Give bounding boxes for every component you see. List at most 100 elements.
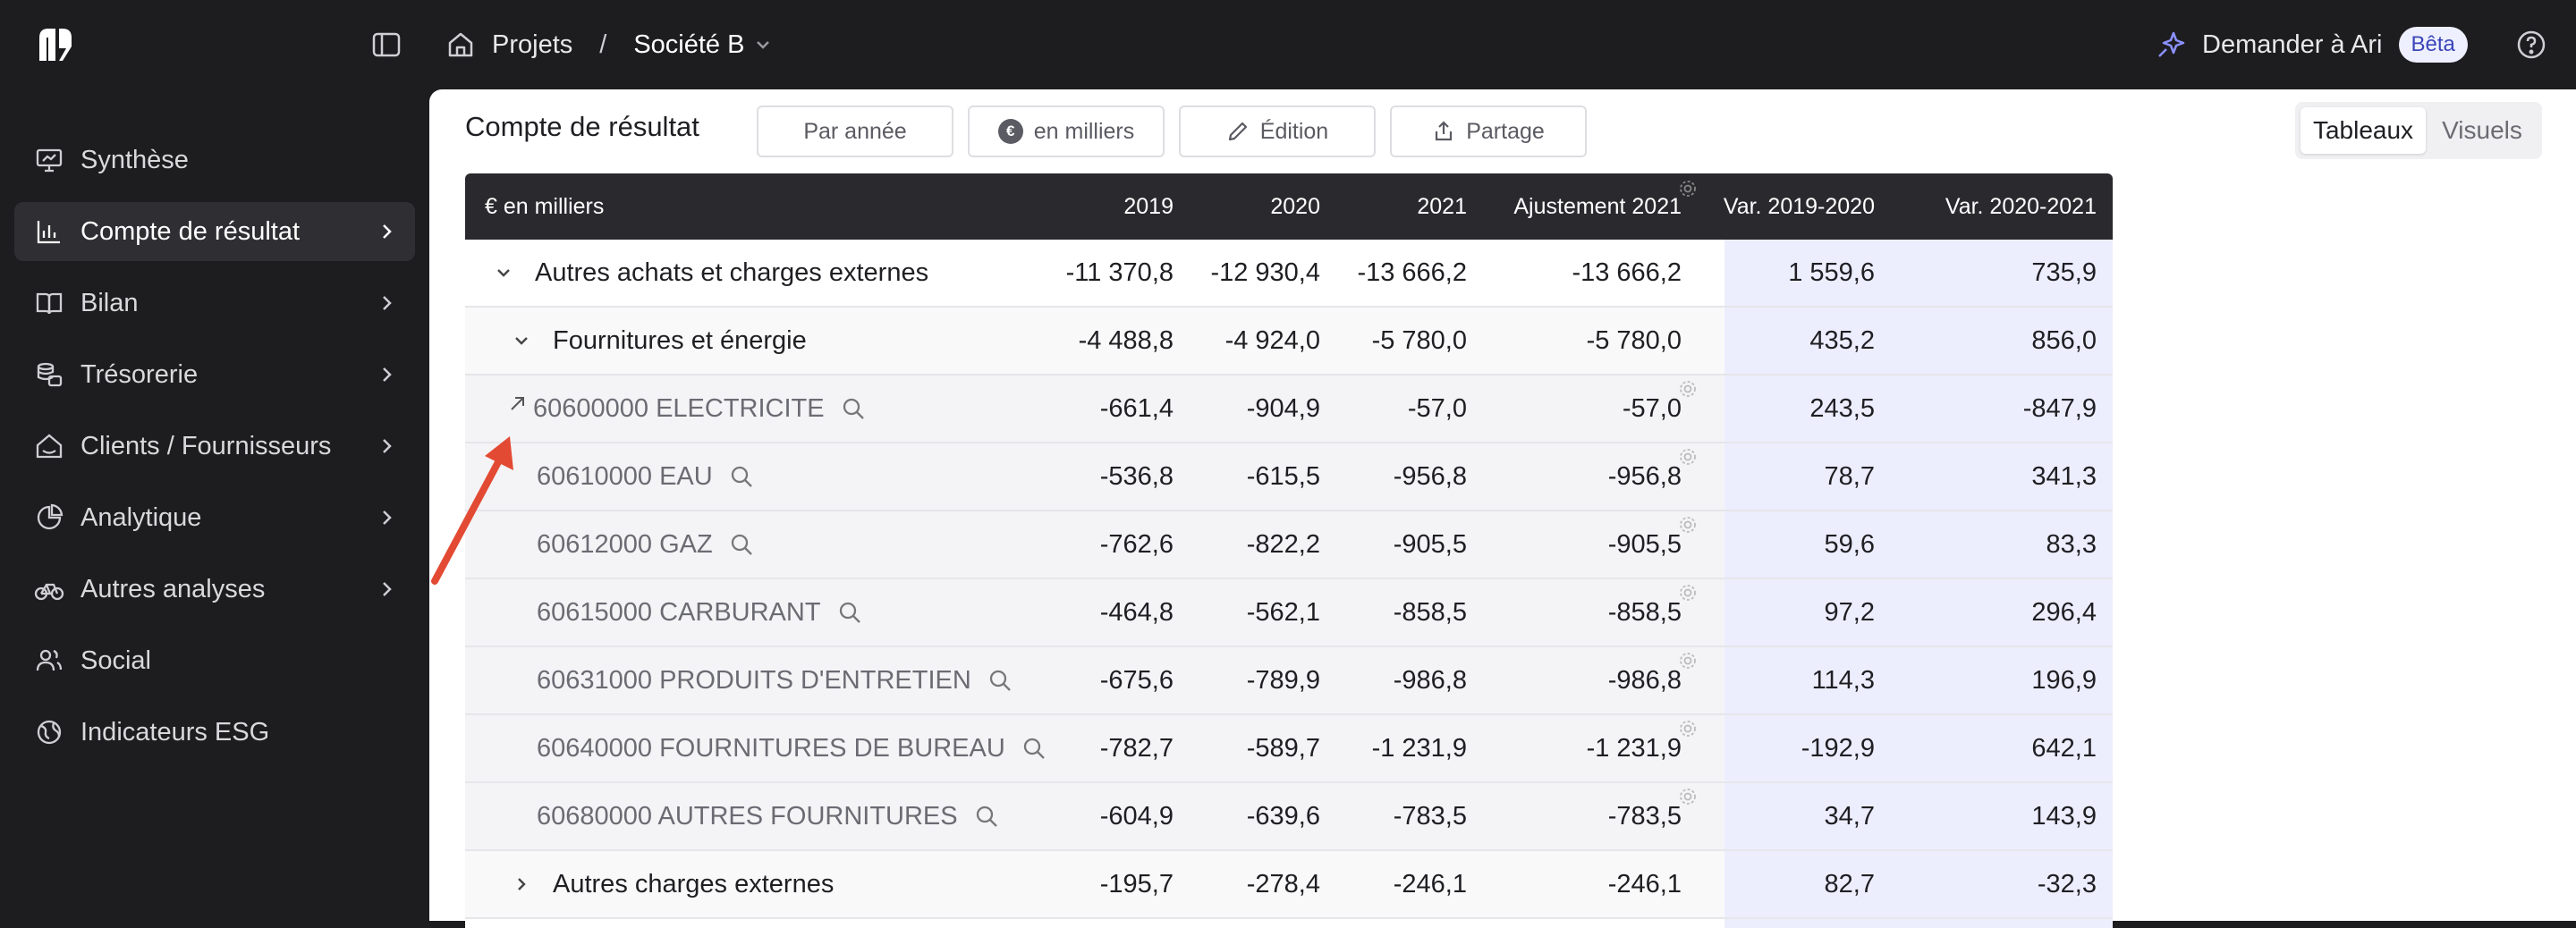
column-header[interactable]: Ajustement 2021	[1513, 193, 1682, 219]
cell-2021: -905,5	[1393, 529, 1467, 559]
arrow-up-right-icon[interactable]	[506, 392, 530, 415]
gear-icon[interactable]	[1678, 787, 1698, 806]
row-label-text: Autres achats et charges externes	[535, 257, 929, 287]
cell-adjustment-2021[interactable]: -5 780,0	[1586, 325, 1682, 355]
row-label-text: 60610000 EAU	[537, 461, 713, 491]
units-button[interactable]: € en milliers	[968, 105, 1165, 157]
ask-ari-button[interactable]: Demander à Ari Bêta	[2156, 0, 2468, 89]
tab-tableaux[interactable]: Tableaux	[2301, 107, 2426, 154]
table-row[interactable]: 60612000 GAZ -762,6 -822,2 -905,5 -905,5…	[465, 511, 2113, 579]
chevron-right-icon[interactable]	[510, 873, 533, 896]
cell-adjustment-2021[interactable]: -57,0	[1622, 393, 1682, 423]
chevron-right-icon	[383, 582, 392, 596]
home-icon[interactable]	[445, 30, 476, 60]
chevron-down-icon[interactable]	[753, 35, 773, 55]
search-icon[interactable]	[1021, 736, 1046, 761]
search-icon[interactable]	[729, 464, 754, 489]
column-header[interactable]: Var. 2019-2020	[1723, 193, 1875, 219]
toolbar: Compte de résultat Par année € en millie…	[429, 89, 2576, 172]
bicycle-icon	[34, 583, 64, 601]
cell-adjustment-2021[interactable]: -246,1	[1607, 869, 1682, 898]
table-row[interactable]: 60631000 PRODUITS D'ENTRETIEN -675,6 -78…	[465, 647, 2113, 715]
cell-2019: -11 370,8	[1065, 257, 1174, 287]
row-label-text: 60615000 CARBURANT	[537, 597, 821, 627]
per-year-button[interactable]: Par année	[757, 105, 953, 157]
table-row[interactable]: 60640000 FOURNITURES DE BUREAU -782,7 -5…	[465, 715, 2113, 783]
gear-icon[interactable]	[1678, 583, 1698, 603]
cell-2021: -246,1	[1393, 869, 1467, 898]
table-row[interactable]: 60600000 ELECTRICITE -661,4 -904,9 -57,0…	[465, 375, 2113, 443]
cell-2021: -986,8	[1393, 665, 1467, 695]
cell-2019: -762,6	[1099, 529, 1174, 559]
sidebar-toggle-icon[interactable]	[370, 29, 402, 61]
sidebar-item-label: Social	[80, 645, 151, 675]
cell-2021: -5 780,0	[1371, 325, 1467, 355]
table-row[interactable]: Fournitures et énergie -4 488,8 -4 924,0…	[465, 308, 2113, 375]
tab-visuels[interactable]: Visuels	[2442, 116, 2522, 144]
sidebar-item-indicateurs-esg[interactable]: Indicateurs ESG	[14, 703, 415, 762]
sidebar-item-label: Clients / Fournisseurs	[80, 431, 332, 460]
help-icon[interactable]	[2515, 29, 2547, 61]
sidebar-item-analytique[interactable]: Analytique	[14, 488, 415, 547]
breadcrumb-company[interactable]: Société B	[633, 30, 745, 59]
table-row[interactable]: 60610000 EAU -536,8 -615,5 -956,8 -956,8…	[465, 443, 2113, 511]
gear-icon[interactable]	[1678, 515, 1698, 535]
search-icon[interactable]	[729, 532, 754, 557]
row-label-text: Autres charges externes	[553, 869, 835, 898]
table-row[interactable]: 60680000 AUTRES FOURNITURES -604,9 -639,…	[465, 783, 2113, 851]
cell-adjustment-2021[interactable]: -986,8	[1607, 665, 1682, 695]
chevron-down-icon[interactable]	[510, 329, 533, 352]
share-button[interactable]: Partage	[1390, 105, 1587, 157]
gear-icon[interactable]	[1678, 179, 1698, 198]
column-header[interactable]: 2019	[1123, 193, 1174, 219]
sidebar-item-compte-de-resultat[interactable]: Compte de résultat	[14, 202, 415, 261]
search-icon[interactable]	[987, 668, 1013, 693]
cell-adjustment-2021[interactable]: -905,5	[1607, 529, 1682, 559]
column-header[interactable]: 2020	[1270, 193, 1320, 219]
sidebar-item-autres-analyses[interactable]: Autres analyses	[14, 560, 415, 619]
cell-2019: -536,8	[1099, 461, 1174, 491]
gear-icon[interactable]	[1678, 379, 1698, 399]
cell-adjustment-2021[interactable]: -1 231,9	[1586, 733, 1682, 763]
search-icon[interactable]	[974, 804, 999, 829]
cell-adjustment-2021[interactable]: -956,8	[1607, 461, 1682, 491]
search-icon[interactable]	[841, 396, 866, 421]
chevron-down-icon[interactable]	[492, 261, 515, 284]
gear-icon[interactable]	[1678, 447, 1698, 467]
top-bar: Projets / Société B Demander à Ari Bêta	[0, 0, 2576, 89]
row-label: 60615000 CARBURANT	[537, 579, 1046, 645]
edition-label: Édition	[1259, 118, 1329, 144]
chevron-right-icon	[383, 367, 392, 382]
search-icon[interactable]	[837, 600, 862, 625]
cell-adjustment-2021[interactable]: -858,5	[1607, 597, 1682, 627]
sidebar: Synthèse Compte de résultat Bilan Trésor…	[0, 89, 429, 921]
cell-adjustment-2021[interactable]: -783,5	[1607, 801, 1682, 831]
table-row[interactable]: Autres charges externes -195,7 -278,4 -2…	[465, 851, 2113, 919]
sidebar-item-bilan[interactable]: Bilan	[14, 274, 415, 333]
app-logo-icon[interactable]	[36, 25, 75, 64]
column-header[interactable]: Var. 2020-2021	[1945, 193, 2097, 219]
column-header: € en milliers	[485, 193, 605, 219]
breadcrumb-projects[interactable]: Projets	[492, 30, 573, 59]
sidebar-item-social[interactable]: Social	[14, 631, 415, 690]
table-row[interactable]: Autres achats et charges externes -11 37…	[465, 240, 2113, 308]
cell-var-2020-2021: 642,1	[1891, 715, 2113, 781]
chevron-right-icon	[383, 296, 392, 310]
edition-button[interactable]: Édition	[1179, 105, 1376, 157]
cell-2021: -57,0	[1407, 393, 1467, 423]
cell-var-2019-2020: 34,7	[1724, 783, 1891, 849]
row-label-text: 60600000 ELECTRICITE	[533, 393, 825, 423]
table-row[interactable]: 60615000 CARBURANT -464,8 -562,1 -858,5 …	[465, 579, 2113, 647]
cell-2019: -4 488,8	[1078, 325, 1174, 355]
sidebar-item-label: Bilan	[80, 288, 139, 317]
gear-icon[interactable]	[1678, 651, 1698, 671]
sidebar-item-synthese[interactable]: Synthèse	[14, 131, 415, 190]
row-label: Autres charges externes	[510, 851, 1046, 917]
column-header[interactable]: 2021	[1417, 193, 1467, 219]
sidebar-item-tresorerie[interactable]: Trésorerie	[14, 345, 415, 404]
cell-adjustment-2021[interactable]: -13 666,2	[1572, 257, 1682, 287]
sidebar-item-clients-fournisseurs[interactable]: Clients / Fournisseurs	[14, 417, 415, 476]
share-label: Partage	[1466, 118, 1545, 144]
cell-2020: -904,9	[1246, 393, 1320, 423]
gear-icon[interactable]	[1678, 719, 1698, 738]
